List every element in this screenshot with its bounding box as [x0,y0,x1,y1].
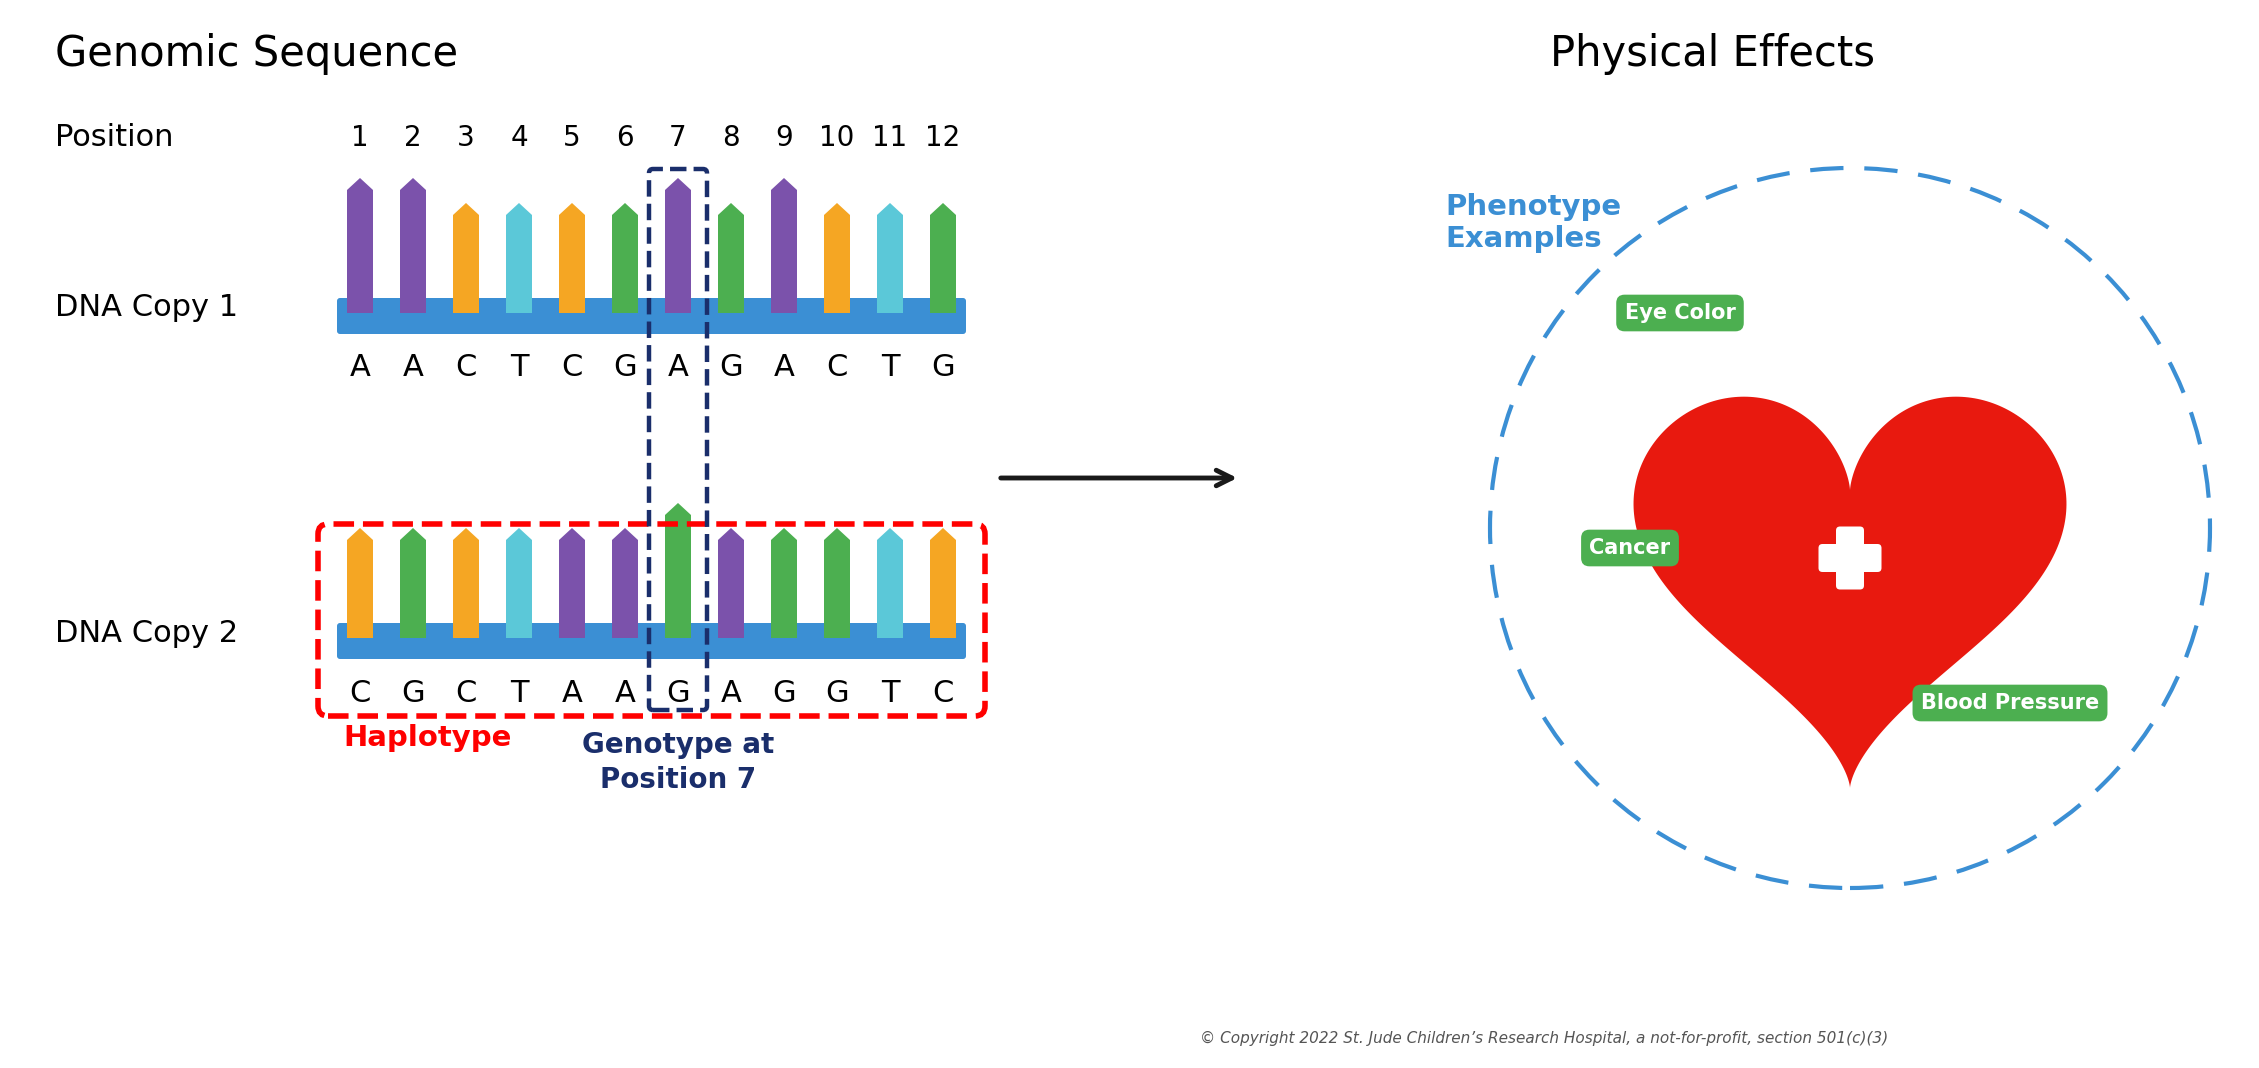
Polygon shape [1633,396,2067,788]
Text: © Copyright 2022 St. Jude Children’s Research Hospital, a not-for-profit, sectio: © Copyright 2022 St. Jude Children’s Res… [1200,1031,1889,1046]
Polygon shape [825,203,849,313]
Text: G: G [612,354,637,382]
Polygon shape [454,203,479,313]
Polygon shape [876,528,904,638]
Text: A: A [614,678,635,707]
Polygon shape [506,203,533,313]
Polygon shape [664,503,691,638]
Text: 11: 11 [872,124,908,152]
Text: Blood Pressure: Blood Pressure [1920,693,2099,713]
Polygon shape [664,178,691,313]
Text: A: A [562,678,583,707]
Text: 6: 6 [617,124,635,152]
Polygon shape [612,203,637,313]
Polygon shape [400,528,427,638]
Text: A: A [669,354,689,382]
Text: C: C [560,354,583,382]
Polygon shape [770,528,797,638]
Text: C: C [456,354,477,382]
Text: 7: 7 [669,124,687,152]
Polygon shape [558,203,585,313]
Text: 2: 2 [404,124,422,152]
Polygon shape [718,528,743,638]
FancyBboxPatch shape [337,623,967,659]
Polygon shape [558,528,585,638]
Text: 1: 1 [350,124,368,152]
Text: G: G [931,354,956,382]
Polygon shape [876,203,904,313]
Polygon shape [506,528,533,638]
Text: DNA Copy 1: DNA Copy 1 [54,294,237,323]
Text: Phenotype
Examples: Phenotype Examples [1446,193,1622,253]
FancyBboxPatch shape [337,298,967,334]
Text: T: T [881,678,899,707]
Text: G: G [825,678,849,707]
Text: Genomic Sequence: Genomic Sequence [54,33,459,75]
Polygon shape [770,178,797,313]
Text: T: T [511,678,529,707]
FancyBboxPatch shape [1837,527,1864,590]
Text: Position: Position [54,124,174,153]
Text: DNA Copy 2: DNA Copy 2 [54,618,237,647]
Text: 5: 5 [562,124,581,152]
Text: Physical Effects: Physical Effects [1550,33,1875,75]
Text: A: A [773,354,795,382]
Text: G: G [773,678,795,707]
Text: G: G [718,354,743,382]
Text: A: A [402,354,422,382]
Text: G: G [402,678,425,707]
Text: C: C [933,678,953,707]
Text: 4: 4 [511,124,529,152]
Polygon shape [931,528,956,638]
Polygon shape [931,203,956,313]
Polygon shape [348,178,373,313]
Text: T: T [511,354,529,382]
Text: Haplotype: Haplotype [343,724,511,752]
Polygon shape [454,528,479,638]
Text: A: A [721,678,741,707]
Text: 12: 12 [926,124,960,152]
Text: Cancer: Cancer [1590,538,1672,557]
Text: 8: 8 [723,124,739,152]
Text: 10: 10 [820,124,854,152]
Text: C: C [456,678,477,707]
FancyBboxPatch shape [1818,544,1882,572]
Text: 3: 3 [456,124,474,152]
Polygon shape [400,178,427,313]
Polygon shape [825,528,849,638]
Text: T: T [881,354,899,382]
Polygon shape [718,203,743,313]
Text: C: C [350,678,370,707]
Text: Eye Color: Eye Color [1624,303,1735,323]
Polygon shape [348,528,373,638]
Polygon shape [612,528,637,638]
Text: C: C [827,354,847,382]
Text: 9: 9 [775,124,793,152]
Text: A: A [350,354,370,382]
Text: G: G [666,678,689,707]
Text: Genotype at
Position 7: Genotype at Position 7 [583,731,775,794]
